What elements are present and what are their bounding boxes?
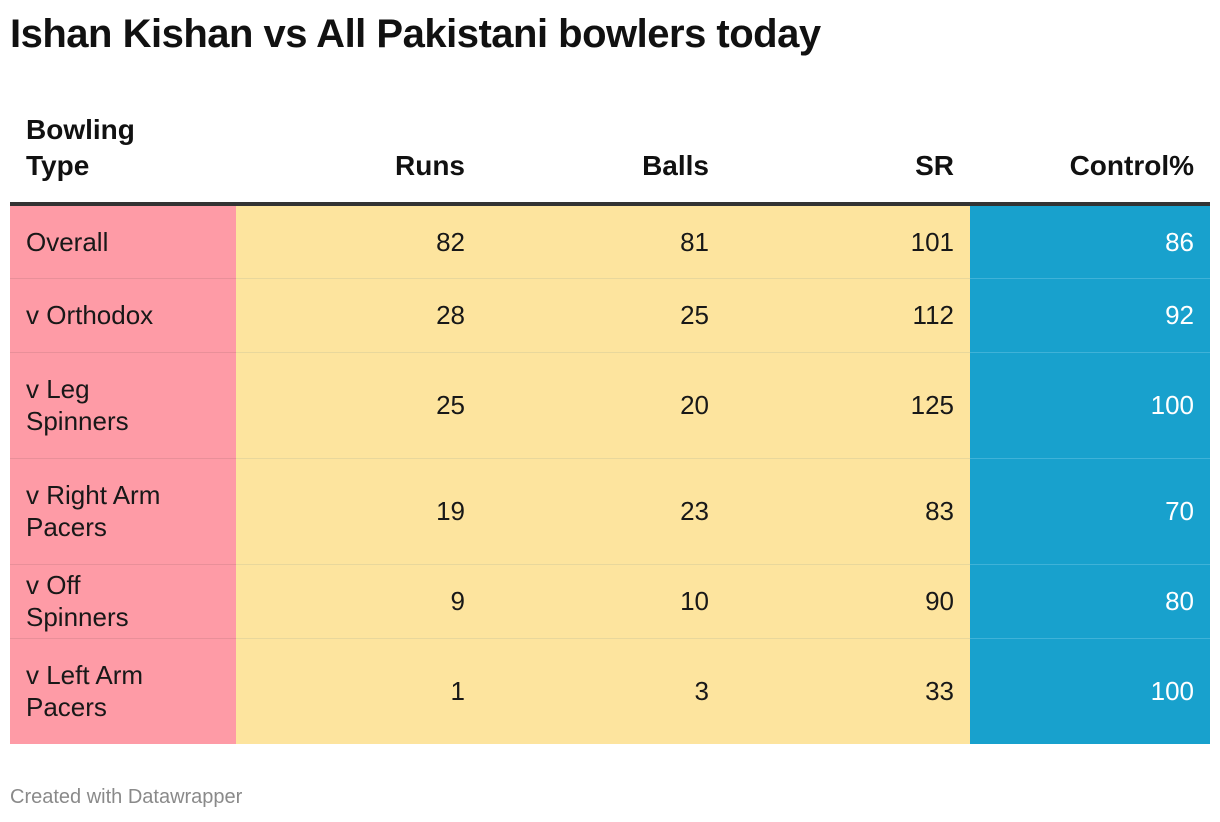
table-row: v Leg Spinners 25 20 125 100 <box>10 352 1210 459</box>
cell-balls: 23 <box>481 458 725 565</box>
cell-runs: 25 <box>236 352 481 459</box>
cell-sr: 33 <box>725 638 970 744</box>
column-header-bowling-type[interactable]: Bowling Type <box>10 112 236 206</box>
cell-control: 100 <box>970 352 1210 459</box>
cell-control: 86 <box>970 204 1210 279</box>
column-header-control[interactable]: Control% <box>970 112 1210 206</box>
cell-sr: 90 <box>725 564 970 639</box>
cell-runs: 19 <box>236 458 481 565</box>
table-row: v Off Spinners 9 10 90 80 <box>10 564 1210 639</box>
column-header-sr[interactable]: SR <box>725 112 970 206</box>
cell-runs: 9 <box>236 564 481 639</box>
cell-category: v Off Spinners <box>10 564 236 639</box>
cell-control: 100 <box>970 638 1210 744</box>
cell-control: 80 <box>970 564 1210 639</box>
header-row: Bowling Type Runs Balls SR Control% <box>10 112 1210 206</box>
cell-balls: 20 <box>481 352 725 459</box>
cell-balls: 25 <box>481 278 725 353</box>
table-row: Overall 82 81 101 86 <box>10 204 1210 279</box>
cell-sr: 125 <box>725 352 970 459</box>
cell-balls: 81 <box>481 204 725 279</box>
column-header-balls[interactable]: Balls <box>481 112 725 206</box>
cell-category: Overall <box>10 204 236 279</box>
cell-runs: 1 <box>236 638 481 744</box>
cell-category: v Left Arm Pacers <box>10 638 236 744</box>
table-row: v Orthodox 28 25 112 92 <box>10 278 1210 353</box>
cell-runs: 28 <box>236 278 481 353</box>
chart-title: Ishan Kishan vs All Pakistani bowlers to… <box>10 12 821 56</box>
column-header-runs[interactable]: Runs <box>236 112 481 206</box>
cell-balls: 10 <box>481 564 725 639</box>
data-table: Bowling Type Runs Balls SR Control% Over… <box>10 112 1210 744</box>
cell-control: 70 <box>970 458 1210 565</box>
footer-credit: Created with Datawrapper <box>10 786 243 808</box>
table-row: v Right Arm Pacers 19 23 83 70 <box>10 458 1210 565</box>
cell-control: 92 <box>970 278 1210 353</box>
cell-category: v Orthodox <box>10 278 236 353</box>
cell-sr: 112 <box>725 278 970 353</box>
cell-category: v Right Arm Pacers <box>10 458 236 565</box>
table-row: v Left Arm Pacers 1 3 33 100 <box>10 638 1210 744</box>
table-body: Overall 82 81 101 86 v Orthodox 28 25 112 92 v Leg… <box>10 204 1210 744</box>
cell-runs: 82 <box>236 204 481 279</box>
cell-balls: 3 <box>481 638 725 744</box>
cell-sr: 83 <box>725 458 970 565</box>
cell-sr: 101 <box>725 204 970 279</box>
cell-category: v Leg Spinners <box>10 352 236 459</box>
